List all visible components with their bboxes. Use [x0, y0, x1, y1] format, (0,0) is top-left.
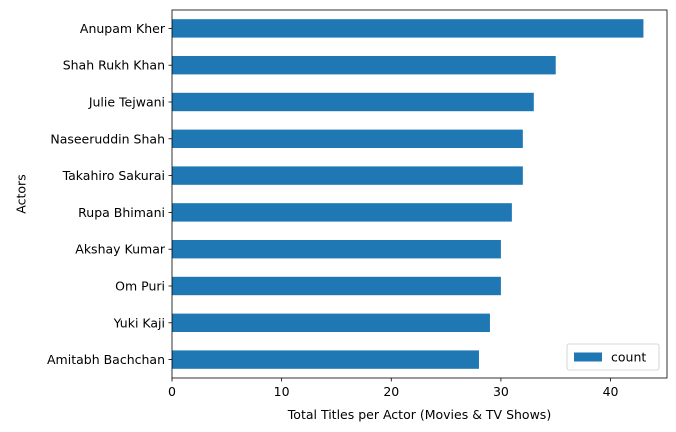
y-tick-label: Yuki Kaji — [113, 315, 165, 330]
bar — [172, 350, 479, 369]
bar — [172, 129, 523, 148]
bar — [172, 240, 501, 259]
x-tick-label: 20 — [383, 384, 399, 399]
bar — [172, 19, 644, 38]
y-axis-ticks: Anupam Kher Shah Rukh Khan Julie Tejwani Na… — [47, 21, 172, 367]
legend: count — [566, 343, 660, 371]
y-tick-label: Naseeruddin Shah — [50, 131, 165, 146]
y-tick-label: Rupa Bhimani — [78, 205, 165, 220]
y-tick-label: Amitabh Bachchan — [47, 352, 165, 367]
legend-label: count — [611, 350, 646, 365]
bar — [172, 92, 534, 112]
x-axis-ticks: 0 10 20 30 40 — [168, 378, 619, 399]
y-tick-label: Takahiro Sakurai — [62, 168, 165, 183]
bar — [172, 276, 501, 296]
y-tick-label: Anupam Kher — [80, 21, 166, 36]
x-tick-label: 40 — [603, 384, 619, 399]
bar — [172, 203, 512, 222]
legend-swatch — [574, 352, 602, 362]
plot-frame — [171, 9, 668, 379]
x-tick-label: 0 — [168, 384, 176, 399]
y-tick-label: Akshay Kumar — [75, 242, 166, 257]
y-axis-label: Actors — [14, 174, 29, 213]
y-tick-label: Om Puri — [115, 279, 165, 294]
legend-box — [566, 343, 660, 371]
bar — [172, 56, 556, 75]
x-axis-label: Total Titles per Actor (Movies & TV Show… — [287, 407, 551, 422]
x-tick-label: 10 — [274, 384, 290, 399]
x-tick-label: 30 — [493, 384, 509, 399]
bar — [172, 313, 490, 332]
bars — [172, 19, 644, 369]
bar — [172, 166, 523, 185]
y-tick-label: Julie Tejwani — [88, 95, 165, 110]
y-tick-label: Shah Rukh Khan — [63, 58, 165, 73]
